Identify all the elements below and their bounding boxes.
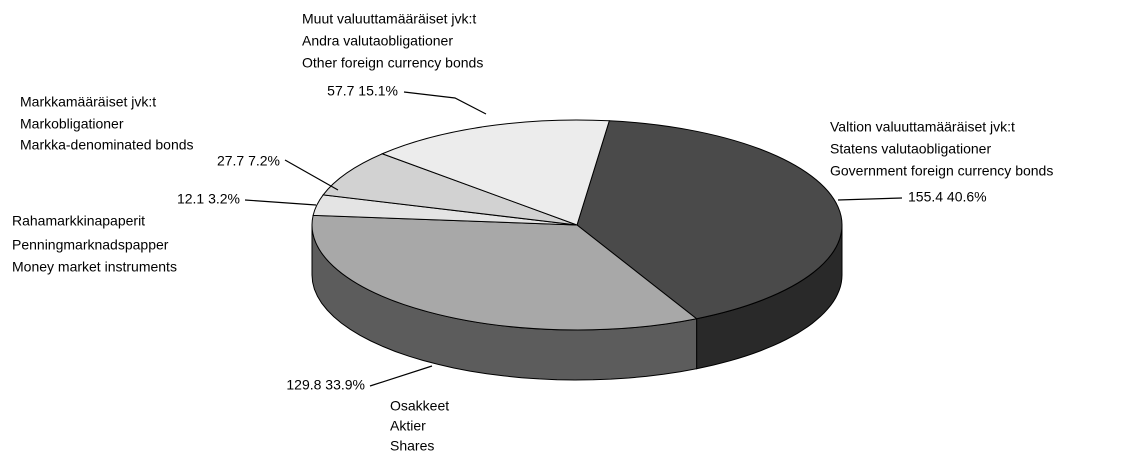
slice-label: Statens valutaobligationer	[830, 141, 991, 157]
pie-slice	[380, 119, 610, 226]
slice-label: Penningmarknadspapper	[12, 237, 169, 253]
slice-label: Muut valuuttamääräiset jvk:t	[302, 11, 476, 27]
leader-line	[284, 159, 339, 191]
slice-label: Government foreign currency bonds	[830, 163, 1053, 179]
slice-label: Money market instruments	[12, 259, 177, 275]
slice-label: Andra valutaobligationer	[302, 33, 453, 49]
pie-slice	[311, 214, 698, 331]
slice-label: Markobligationer	[20, 116, 124, 132]
slice-label: Aktier	[390, 418, 426, 434]
slice-label: Markka-denominated bonds	[20, 137, 194, 153]
leader-line	[369, 365, 433, 387]
value-label: 129.8 33.9%	[286, 377, 365, 393]
slice-label: Shares	[390, 438, 434, 454]
slice-label: Markkamääräiset jvk:t	[20, 94, 156, 110]
value-label: 57.7 15.1%	[327, 83, 398, 99]
slice-label: Rahamarkkinapaperit	[12, 213, 145, 229]
pie-slice	[576, 120, 843, 320]
leader-line	[244, 199, 317, 206]
leader-line	[837, 197, 903, 201]
slice-label: Osakkeet	[390, 398, 449, 414]
leader-line	[403, 91, 487, 115]
slice-label: Other foreign currency bonds	[302, 55, 483, 71]
value-label: 12.1 3.2%	[177, 191, 240, 207]
value-label: 27.7 7.2%	[217, 153, 280, 169]
pie-slice	[322, 153, 578, 226]
value-label: 155.4 40.6%	[908, 189, 987, 205]
slice-label: Valtion valuuttamääräiset jvk:t	[830, 119, 1015, 135]
